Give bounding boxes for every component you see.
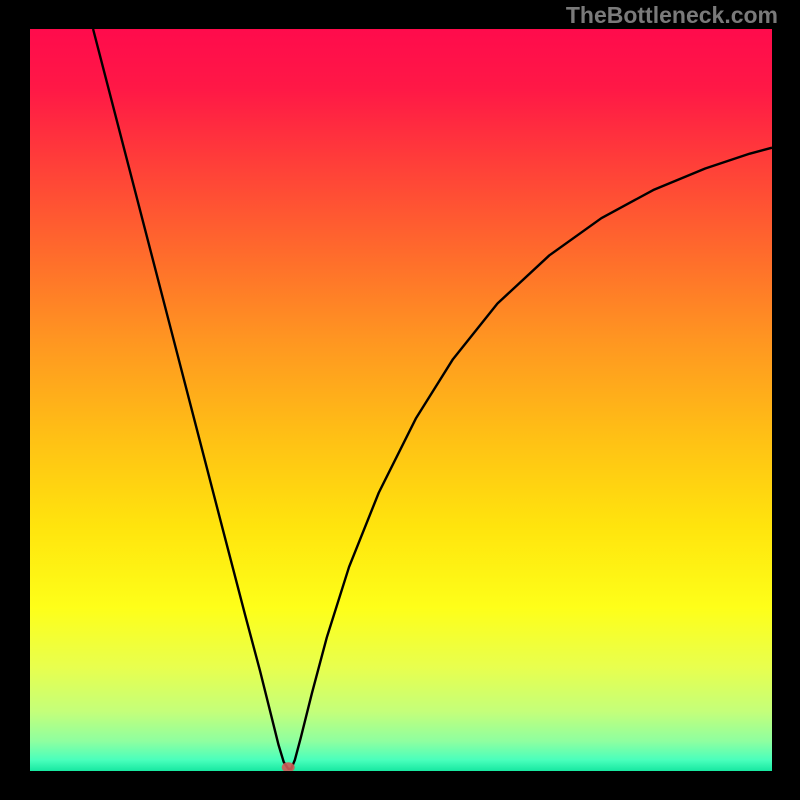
chart-background bbox=[30, 29, 772, 771]
watermark-text: TheBottleneck.com bbox=[566, 2, 778, 29]
chart-root: TheBottleneck.com bbox=[0, 0, 800, 800]
plot-area bbox=[30, 29, 772, 771]
